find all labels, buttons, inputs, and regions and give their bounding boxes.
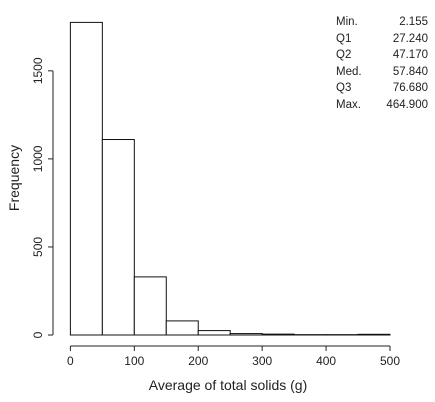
histogram-bar-6 xyxy=(261,333,295,336)
y-tick-label: 500 xyxy=(31,237,45,257)
y-axis-label: Frequency xyxy=(6,145,22,211)
x-tick-label: 100 xyxy=(124,354,144,368)
histogram-bar-2 xyxy=(133,276,167,336)
x-tick-label: 500 xyxy=(380,354,400,368)
summary-stat-label: Min. xyxy=(336,16,358,28)
summary-stat-value: 76.680 xyxy=(392,82,428,95)
x-tick-label: 400 xyxy=(316,354,336,368)
histogram-bar-5 xyxy=(229,333,263,336)
x-tick-label: 300 xyxy=(252,354,272,368)
x-tick-label: 200 xyxy=(188,354,208,368)
histogram-bar-1 xyxy=(101,139,135,336)
summary-stat-label: Q1 xyxy=(336,32,352,45)
histogram-bar-0 xyxy=(69,21,103,336)
summary-stat-value: 47.170 xyxy=(392,49,428,62)
x-tick-label: 0 xyxy=(67,354,74,368)
histogram-bars xyxy=(69,21,391,336)
y-tick-label: 0 xyxy=(31,331,45,338)
summary-stats-table: Min. 2.155 Q1 27.240 Q2 47.170 Med. 57.840 Q3 76.… xyxy=(336,14,428,114)
x-axis: 0 100 200 300 400 500 xyxy=(67,345,400,368)
x-axis-label: Average of total solids (g) xyxy=(149,377,308,393)
y-tick-label: 1000 xyxy=(31,145,45,172)
summary-stat-row: Q3 76.680 xyxy=(336,80,428,97)
histogram-bar-4 xyxy=(197,330,231,336)
summary-stat-label: Q3 xyxy=(336,82,352,95)
y-tick-label: 1500 xyxy=(31,57,45,84)
y-axis: 0 500 1000 1500 xyxy=(31,57,54,338)
summary-stat-row: Q2 47.170 xyxy=(336,47,428,64)
summary-stat-row: Max. 464.900 xyxy=(336,97,428,114)
summary-stat-row: Min. 2.155 xyxy=(336,14,428,31)
summary-stat-label: Med. xyxy=(336,65,362,78)
histogram-bar-9 xyxy=(357,333,391,336)
histogram-bar-3 xyxy=(165,320,199,336)
summary-stat-label: Max. xyxy=(336,98,361,111)
summary-stat-label: Q2 xyxy=(336,49,352,62)
summary-stat-value: 27.240 xyxy=(392,32,428,45)
summary-stat-value: 2.155 xyxy=(399,16,428,28)
summary-stat-row: Med. 57.840 xyxy=(336,64,428,81)
summary-stat-value: 464.900 xyxy=(386,98,428,111)
summary-stat-value: 57.840 xyxy=(392,65,428,78)
summary-stat-row: Q1 27.240 xyxy=(336,31,428,48)
